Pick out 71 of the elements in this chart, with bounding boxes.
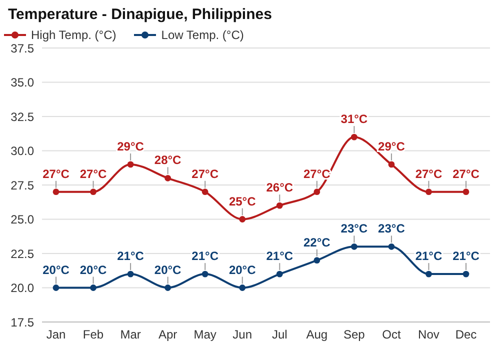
data-label: 31°C <box>340 112 368 126</box>
point <box>276 270 283 278</box>
data-label: 23°C <box>378 222 406 236</box>
point <box>462 270 470 278</box>
data-label: 21°C <box>415 249 442 264</box>
point <box>164 174 172 182</box>
y-tick-label: 32.5 <box>10 110 34 124</box>
data-label: 20°C <box>80 262 108 277</box>
point <box>202 270 208 278</box>
data-label: 29°C <box>378 139 406 154</box>
point <box>276 202 283 209</box>
x-tick-label: Jul <box>272 328 288 342</box>
x-tick-label: Oct <box>382 328 402 342</box>
point <box>462 188 470 196</box>
data-label: 20°C <box>42 262 70 277</box>
x-tick-label: Nov <box>418 328 440 342</box>
data-label: 28°C <box>154 153 182 168</box>
data-label: 21°C <box>266 249 294 264</box>
point <box>90 284 96 291</box>
point <box>426 188 432 196</box>
data-label: 29°C <box>117 139 144 154</box>
y-tick-label: 22.5 <box>10 246 34 261</box>
x-tick-label: Feb <box>82 328 104 342</box>
y-tick-label: 30.0 <box>10 144 34 158</box>
point <box>202 188 208 196</box>
x-tick-label: Mar <box>120 328 141 342</box>
legend-label: High Temp. (°C) <box>30 28 116 42</box>
point <box>350 134 358 140</box>
x-tick-label: Dec <box>455 328 477 342</box>
data-label: 25°C <box>228 194 256 208</box>
point <box>388 243 395 250</box>
data-label: 26°C <box>266 180 294 195</box>
point <box>90 188 96 196</box>
y-tick-label: 25.0 <box>10 212 34 227</box>
point <box>52 284 60 291</box>
data-label: 21°C <box>117 249 144 264</box>
data-label: 22°C <box>304 235 331 250</box>
x-tick-label: May <box>194 328 216 342</box>
point <box>426 270 432 278</box>
y-tick-label: 35.0 <box>10 76 34 90</box>
y-tick-label: 27.5 <box>10 178 34 192</box>
point <box>127 161 134 168</box>
point <box>388 161 395 168</box>
data-label: 27°C <box>42 166 70 181</box>
legend-label: Low Temp. (°C) <box>160 28 244 42</box>
data-label: 27°C <box>80 166 108 181</box>
data-label: 27°C <box>452 166 480 181</box>
chart-title: Temperature - Dinapigue, Philippines <box>8 6 272 23</box>
point <box>314 257 320 264</box>
y-tick-label: 37.5 <box>10 41 34 56</box>
y-tick-label: 20.0 <box>10 281 34 296</box>
data-label: 23°C <box>340 222 368 236</box>
x-tick-label: Apr <box>158 328 178 342</box>
x-tick-label: Sep <box>344 328 366 342</box>
point <box>350 243 358 250</box>
x-tick-label: Jan <box>46 328 66 342</box>
point <box>164 284 172 291</box>
point <box>239 284 246 291</box>
x-tick-label: Aug <box>306 328 328 342</box>
data-label: 27°C <box>192 166 219 181</box>
data-label: 27°C <box>415 166 442 181</box>
data-label: 20°C <box>228 262 256 277</box>
point <box>314 188 320 196</box>
point <box>239 216 246 222</box>
data-label: 21°C <box>192 249 219 264</box>
data-label: 20°C <box>154 262 182 277</box>
data-label: 21°C <box>452 249 480 264</box>
point <box>52 188 60 196</box>
point <box>127 270 134 278</box>
x-tick-label: Jun <box>232 328 252 342</box>
y-tick-label: 17.5 <box>10 315 34 330</box>
